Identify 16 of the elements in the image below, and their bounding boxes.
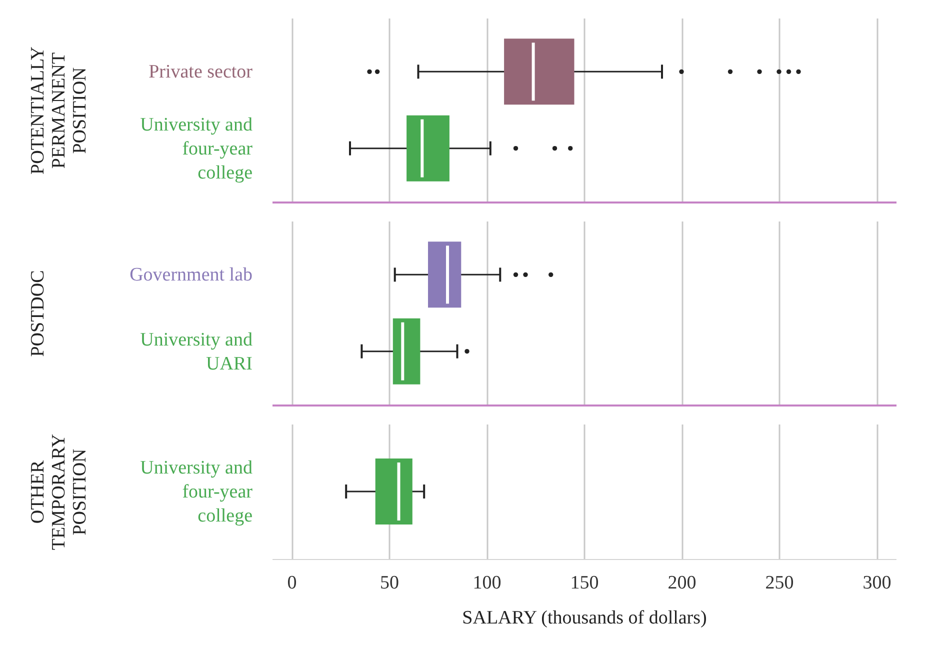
x-tick-label: 250 (765, 572, 794, 594)
y-tick-label: University and UARI (140, 329, 253, 374)
x-tick-label: 200 (668, 572, 696, 594)
y-axis-title: POSTDOC (28, 270, 48, 357)
x-tick-label: 300 (862, 572, 892, 594)
y-tick-label: University and four-year college (140, 458, 254, 526)
y-tick-label: Private sector (148, 62, 254, 83)
y-axis-title: OTHER TEMPORARY POSITION (28, 434, 90, 550)
x-tick-label: 150 (570, 572, 599, 594)
y-axis-title: POTENTIALLY PERMANENT POSITION (28, 46, 90, 174)
x-tick-label: 0 (287, 572, 297, 594)
x-tick-label: 50 (380, 572, 399, 594)
x-axis-title: SALARY (thousands of dollars) (462, 608, 707, 628)
x-tick-label: 100 (472, 572, 502, 594)
y-tick-label: University and four-year college (140, 114, 254, 184)
y-tick-label: Government lab (130, 264, 252, 286)
